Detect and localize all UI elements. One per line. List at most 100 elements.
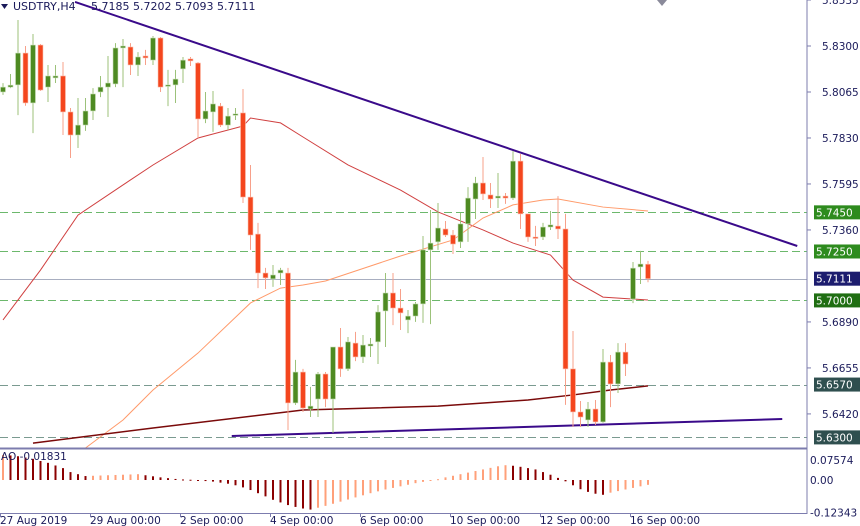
candle-body <box>120 45 126 49</box>
candle-body <box>360 344 366 358</box>
price-level-tag-label: 5.7000 <box>816 295 853 307</box>
ao-bar <box>324 480 327 506</box>
candle-body <box>52 75 59 79</box>
candle <box>217 102 224 128</box>
candle <box>180 56 186 83</box>
ao-bar <box>257 480 259 494</box>
price-axis: 5.8535 5.8300 5.8065 5.7830 5.7595 5.7360 5.68… <box>807 0 860 445</box>
candle-body <box>330 346 336 400</box>
candle-body <box>150 37 156 61</box>
ao-bar <box>17 456 19 480</box>
candle <box>532 225 539 247</box>
ao-bar <box>287 480 289 506</box>
ao-bar <box>474 471 477 480</box>
time-tick-label: 27 Aug 2019 <box>0 515 67 526</box>
candle <box>502 192 509 204</box>
candle <box>615 343 621 393</box>
candle <box>232 108 239 120</box>
candle <box>390 273 396 326</box>
ao-bar <box>62 468 64 480</box>
ao-bar <box>602 480 604 495</box>
candle <box>585 401 591 428</box>
ao-bar <box>54 465 57 480</box>
candle <box>645 260 651 283</box>
ao-axis: 0.07574 0.00 -0.12343 <box>810 455 857 520</box>
candle-body <box>405 315 411 321</box>
ao-bar <box>69 472 72 480</box>
price-tick-label: 5.6890 <box>822 317 859 329</box>
candle-body <box>45 75 51 88</box>
moving-average-line <box>85 198 649 449</box>
candle <box>315 372 321 418</box>
candle <box>22 46 29 106</box>
candle <box>112 43 119 88</box>
ao-bar <box>392 480 394 488</box>
ao-bar <box>549 474 552 480</box>
candle <box>457 212 464 248</box>
ao-bar <box>527 468 529 480</box>
candle-body <box>292 371 299 404</box>
ao-bar <box>639 480 642 487</box>
candle-body <box>420 249 426 305</box>
price-tick-label: 5.8065 <box>822 87 859 99</box>
ao-bar <box>219 480 222 483</box>
candle <box>75 98 81 148</box>
price-tick-label: 5.6420 <box>822 409 859 421</box>
candle <box>405 309 411 334</box>
candle <box>45 64 51 102</box>
candle <box>0 83 6 95</box>
candle-body <box>487 194 494 200</box>
candle-body <box>607 361 614 385</box>
candle <box>292 359 299 405</box>
candle <box>577 400 584 428</box>
ao-bar <box>84 476 87 480</box>
candle-body <box>495 195 501 199</box>
candle-body <box>600 361 606 423</box>
ao-bar <box>497 466 499 480</box>
candle <box>255 222 261 289</box>
candle <box>540 222 546 240</box>
ao-bar <box>459 474 462 480</box>
ao-bar <box>624 480 627 490</box>
candle <box>622 343 629 376</box>
candle-body <box>585 408 591 421</box>
ao-bar <box>504 465 507 480</box>
candle <box>382 273 389 347</box>
price-tick-label: 5.6655 <box>822 363 859 375</box>
candle-body <box>90 93 96 112</box>
candle-body <box>67 111 74 136</box>
price-level-tag-label: 5.7450 <box>816 207 853 219</box>
candle-body <box>307 405 314 410</box>
ao-bar <box>39 460 42 480</box>
candle <box>67 108 74 158</box>
candle-body <box>457 223 464 243</box>
candle <box>120 38 126 88</box>
candle <box>82 98 89 131</box>
candle <box>150 36 156 65</box>
candle-body <box>375 311 381 343</box>
horizontal-levels <box>0 212 807 438</box>
ao-tick-label: 0.00 <box>810 475 833 487</box>
candle-body <box>247 196 254 236</box>
ao-bar <box>2 454 4 480</box>
ao-bar <box>144 475 147 480</box>
ao-bar <box>159 477 162 480</box>
dropdown-triangle-icon[interactable] <box>1 4 8 9</box>
candle <box>277 267 284 285</box>
ao-bar <box>339 480 342 502</box>
candle <box>562 213 569 405</box>
candle <box>592 400 599 425</box>
ao-bar <box>227 480 229 484</box>
candle <box>195 62 201 138</box>
candle <box>637 250 644 284</box>
candle-body <box>555 225 561 230</box>
ao-bar <box>452 475 454 480</box>
candle-body <box>345 341 351 370</box>
candle <box>525 213 531 242</box>
price-level-tag-label: 5.6570 <box>816 380 853 392</box>
ao-bar <box>422 480 424 482</box>
candle-body <box>465 197 471 225</box>
candle <box>157 36 164 92</box>
price-tick-label: 5.7830 <box>822 133 859 145</box>
